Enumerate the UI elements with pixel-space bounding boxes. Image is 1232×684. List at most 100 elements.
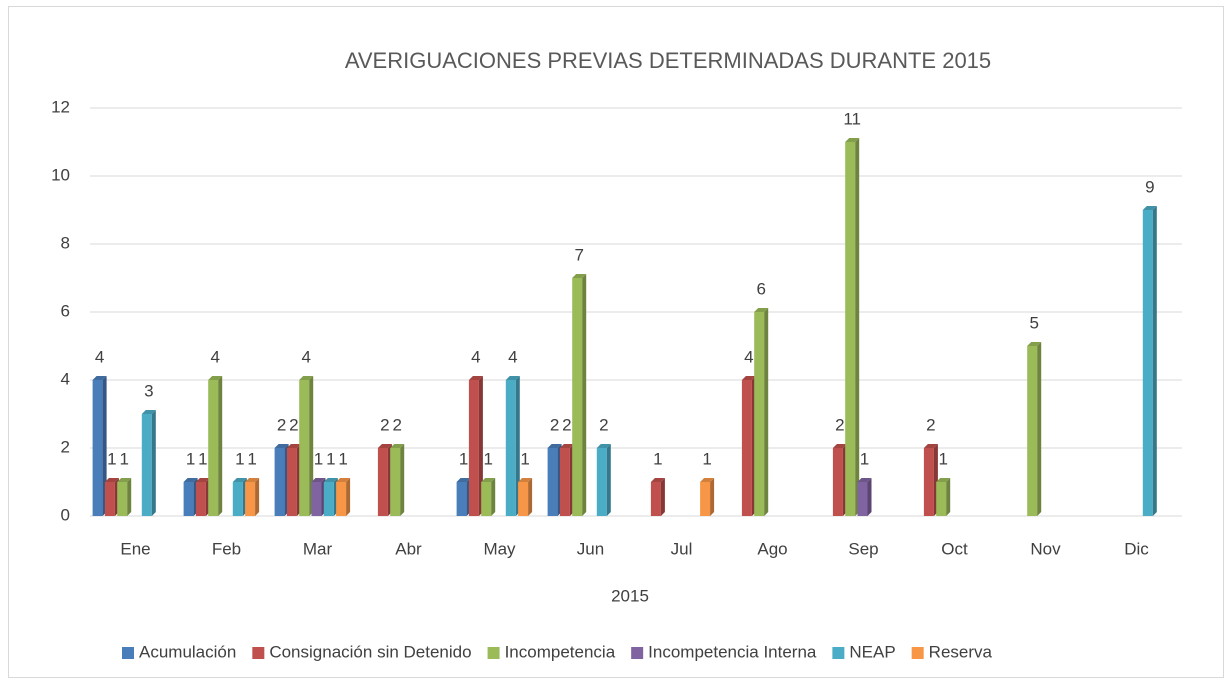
- y-tick-label: 4: [61, 369, 70, 388]
- bar-front: [336, 482, 347, 516]
- bar-top: [104, 478, 119, 482]
- data-label: 1: [338, 449, 347, 468]
- bar-top: [92, 376, 107, 380]
- bar-front: [311, 482, 322, 516]
- bar-top: [857, 478, 872, 482]
- bar: [572, 274, 587, 516]
- bar-side: [400, 444, 405, 516]
- data-label: 1: [702, 449, 711, 468]
- bar-side: [867, 478, 872, 516]
- data-label: 1: [459, 449, 468, 468]
- bar-side: [151, 410, 156, 516]
- bar-side: [478, 376, 483, 516]
- bar: [323, 478, 338, 516]
- data-label: 1: [326, 449, 335, 468]
- bar-top: [468, 376, 483, 380]
- legend-swatch: [911, 647, 924, 659]
- bar-front: [1142, 210, 1153, 516]
- bar-top: [650, 478, 665, 482]
- bar-top: [596, 444, 611, 448]
- legend-swatch: [122, 647, 134, 659]
- bar: [274, 444, 289, 516]
- bar: [1027, 342, 1042, 516]
- bar-front: [92, 380, 103, 516]
- legend-label: Consignación sin Detenido: [269, 642, 471, 661]
- data-label: 1: [653, 449, 662, 468]
- bar-top: [1027, 342, 1042, 346]
- bar-side: [764, 308, 769, 516]
- bar: [286, 444, 301, 516]
- bar-front: [481, 482, 492, 516]
- y-tick-label: 10: [51, 165, 70, 184]
- x-tick-label: Jul: [671, 539, 693, 558]
- bar: [857, 478, 872, 516]
- legend-label: Reserva: [929, 642, 993, 661]
- data-label: 1: [938, 449, 947, 468]
- bar-front: [741, 380, 752, 516]
- legend-swatch: [832, 647, 845, 659]
- data-label: 1: [186, 449, 195, 468]
- bar-side: [255, 478, 260, 516]
- bar: [336, 478, 351, 516]
- bar-top: [754, 308, 769, 312]
- y-tick-label: 0: [61, 505, 70, 524]
- data-label: 4: [301, 347, 310, 366]
- x-tick-label: May: [483, 539, 516, 558]
- bar: [845, 138, 860, 516]
- bar-side: [102, 376, 107, 516]
- bar: [311, 478, 326, 516]
- bar: [518, 478, 533, 516]
- bar-top: [936, 478, 951, 482]
- data-label: 1: [314, 449, 323, 468]
- bar-top: [274, 444, 289, 448]
- bar-top: [336, 478, 351, 482]
- data-label: 6: [756, 279, 765, 298]
- bar-top: [547, 444, 562, 448]
- bar-front: [857, 482, 868, 516]
- bar-front: [117, 482, 128, 516]
- x-tick-label: Sep: [848, 539, 878, 558]
- bar-top: [208, 376, 223, 380]
- y-tick-label: 8: [61, 233, 70, 252]
- data-label: 1: [520, 449, 529, 468]
- x-tick-label: Nov: [1030, 539, 1061, 558]
- data-label: 2: [392, 415, 401, 434]
- bar-front: [456, 482, 467, 516]
- bar-top: [700, 478, 715, 482]
- bar: [195, 478, 210, 516]
- y-tick-label: 2: [61, 437, 70, 456]
- bar-side: [218, 376, 223, 516]
- bar-top: [183, 478, 198, 482]
- bar-front: [832, 448, 843, 516]
- bar-top: [323, 478, 338, 482]
- bar: [183, 478, 198, 516]
- data-label: 2: [926, 415, 935, 434]
- bar: [117, 478, 132, 516]
- bar-front: [936, 482, 947, 516]
- bar-side: [660, 478, 665, 516]
- data-label: 4: [95, 347, 104, 366]
- bar-front: [208, 380, 219, 516]
- bar-side: [1152, 206, 1157, 516]
- bar-top: [832, 444, 847, 448]
- y-tick-label: 12: [51, 97, 70, 116]
- bar-top: [741, 376, 756, 380]
- data-label: 4: [210, 347, 219, 366]
- bar-front: [700, 482, 711, 516]
- bar: [245, 478, 260, 516]
- bar-front: [754, 312, 765, 516]
- x-tick-label: Feb: [212, 539, 241, 558]
- x-tick-label: Mar: [303, 539, 333, 558]
- bar-side: [528, 478, 533, 516]
- bar-side: [855, 138, 860, 516]
- bar-front: [518, 482, 529, 516]
- data-label: 1: [198, 449, 207, 468]
- bar-top: [456, 478, 471, 482]
- bar: [141, 410, 156, 516]
- legend-label: Incompetencia Interna: [648, 642, 817, 661]
- bar-front: [232, 482, 243, 516]
- bar-front: [468, 380, 479, 516]
- x-tick-label: Ago: [757, 539, 787, 558]
- bar-top: [481, 478, 496, 482]
